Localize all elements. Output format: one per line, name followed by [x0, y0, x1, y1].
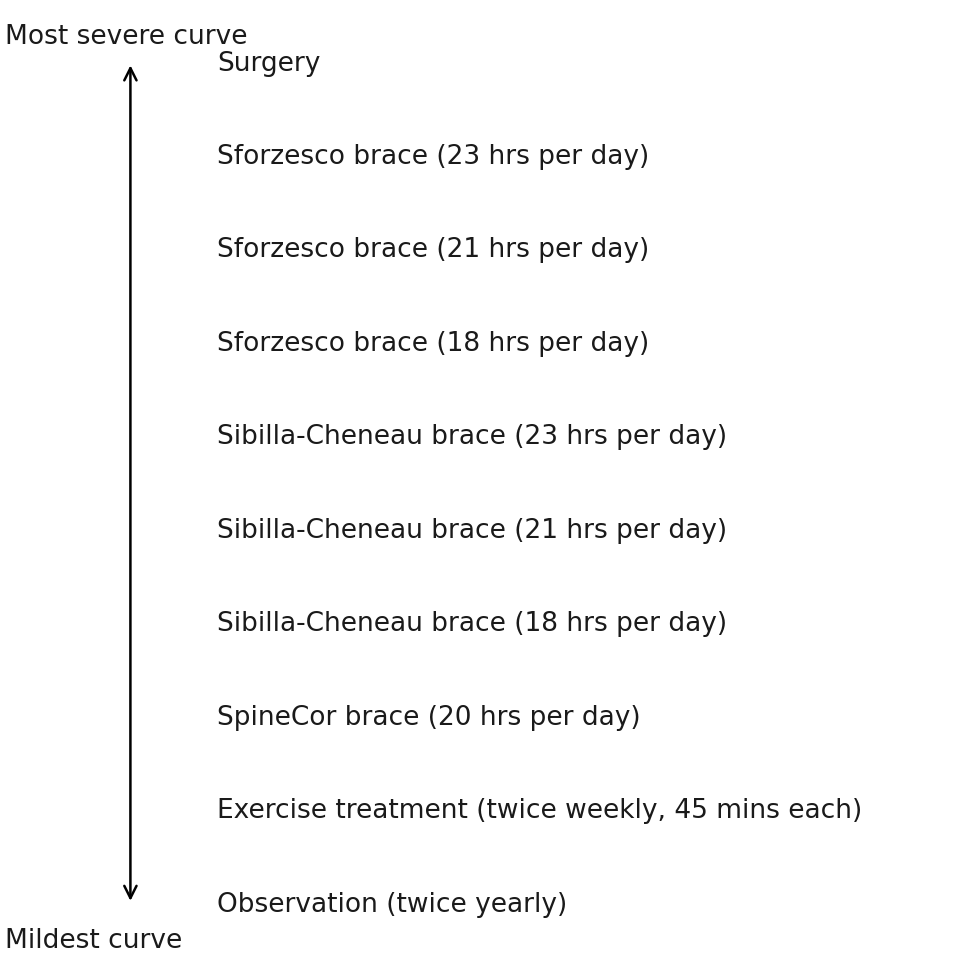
Text: Sforzesco brace (18 hrs per day): Sforzesco brace (18 hrs per day) [217, 330, 649, 357]
Text: Exercise treatment (twice weekly, 45 mins each): Exercise treatment (twice weekly, 45 min… [217, 797, 863, 824]
Text: Sibilla-Cheneau brace (18 hrs per day): Sibilla-Cheneau brace (18 hrs per day) [217, 611, 727, 637]
Text: Mildest curve: Mildest curve [5, 926, 182, 953]
Text: SpineCor brace (20 hrs per day): SpineCor brace (20 hrs per day) [217, 704, 641, 730]
Text: Surgery: Surgery [217, 51, 321, 76]
Text: Sforzesco brace (23 hrs per day): Sforzesco brace (23 hrs per day) [217, 144, 649, 170]
Text: Most severe curve: Most severe curve [5, 24, 247, 51]
Text: Sibilla-Cheneau brace (21 hrs per day): Sibilla-Cheneau brace (21 hrs per day) [217, 517, 727, 543]
Text: Sibilla-Cheneau brace (23 hrs per day): Sibilla-Cheneau brace (23 hrs per day) [217, 424, 727, 450]
Text: Sforzesco brace (21 hrs per day): Sforzesco brace (21 hrs per day) [217, 237, 649, 263]
Text: Observation (twice yearly): Observation (twice yearly) [217, 891, 568, 916]
